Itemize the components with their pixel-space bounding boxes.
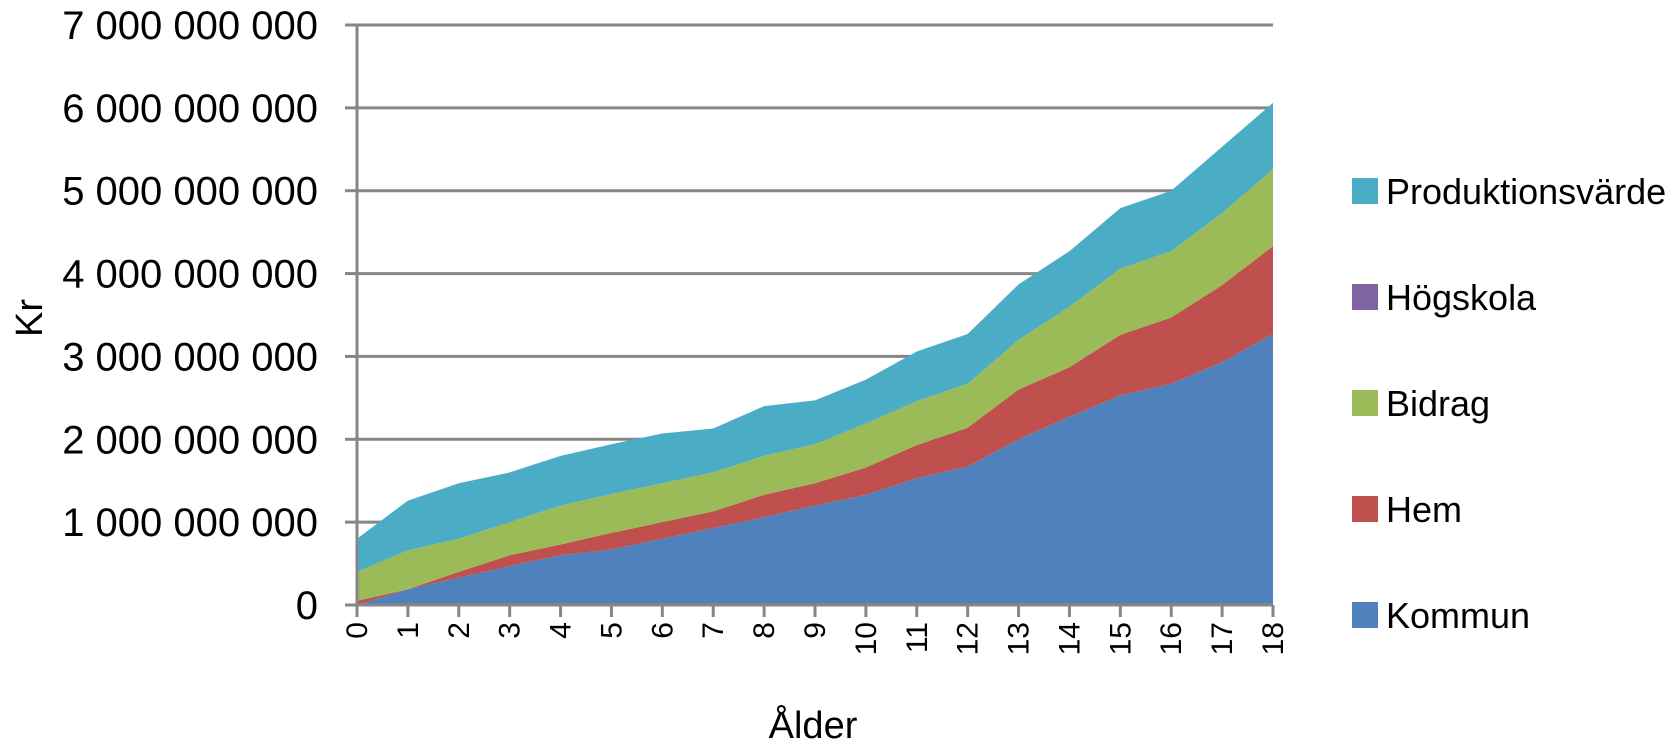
x-tick-label: 9 — [799, 622, 832, 639]
area-bidrag — [357, 169, 1273, 601]
x-tick-labels: 0 1 2 3 4 5 6 7 8 9 10 11 12 13 14 15 16 17 18 — [341, 622, 1290, 655]
x-tick-label: 5 — [595, 622, 628, 639]
y-tick-label: 5 000 000 000 — [62, 170, 318, 214]
x-tick-label: 2 — [443, 622, 476, 639]
x-tick-label: 12 — [952, 622, 985, 655]
y-tick-label: 6 000 000 000 — [62, 87, 318, 131]
area-series — [357, 102, 1273, 606]
axes — [345, 23, 1275, 617]
y-tick-label: 7 000 000 000 — [62, 4, 318, 48]
legend-swatch — [1352, 602, 1378, 628]
area-produktionsv-rde — [357, 102, 1273, 572]
grid-lines — [357, 23, 1273, 524]
x-tick-label: 14 — [1053, 622, 1086, 655]
x-tick-label: 16 — [1155, 622, 1188, 655]
legend-label: Bidrag — [1386, 383, 1490, 424]
x-tick-label: 1 — [392, 622, 425, 639]
y-tick-labels: 0 1 000 000 000 2 000 000 000 3 000 000 000… — [62, 4, 318, 628]
legend-swatch — [1352, 178, 1378, 204]
x-tick-label: 11 — [901, 622, 934, 653]
x-tick-label: 7 — [697, 622, 730, 639]
legend-swatch — [1352, 284, 1378, 310]
legend-label: Kommun — [1386, 595, 1530, 636]
y-tick-label: 1 000 000 000 — [62, 501, 318, 545]
y-tick-label: 3 000 000 000 — [62, 335, 318, 379]
legend: Produktionsvärde Högskola Bidrag Hem Kommun — [1352, 171, 1666, 636]
x-tick-label: 8 — [748, 622, 781, 639]
legend-swatch — [1352, 390, 1378, 416]
area-kommun — [357, 334, 1273, 605]
y-tick-label: 0 — [296, 584, 318, 628]
legend-swatch — [1352, 496, 1378, 522]
x-tick-label: 15 — [1104, 622, 1137, 655]
x-tick-label: 13 — [1003, 622, 1036, 655]
x-tick-label: 17 — [1206, 622, 1239, 655]
x-tick-label: 10 — [850, 622, 883, 655]
x-tick-label: 6 — [646, 622, 679, 639]
legend-label: Hem — [1386, 489, 1462, 530]
legend-label: Produktionsvärde — [1386, 171, 1666, 212]
x-tick-label: 18 — [1257, 622, 1290, 655]
x-tick-label: 0 — [341, 622, 374, 639]
y-tick-label: 4 000 000 000 — [62, 253, 318, 297]
x-tick-label: 4 — [545, 622, 578, 639]
y-tick-label: 2 000 000 000 — [62, 418, 318, 462]
x-tick-label: 3 — [494, 622, 527, 639]
y-axis-title: Kr — [9, 299, 51, 337]
legend-label: Högskola — [1386, 277, 1537, 318]
x-axis-title: Ålder — [769, 703, 858, 747]
